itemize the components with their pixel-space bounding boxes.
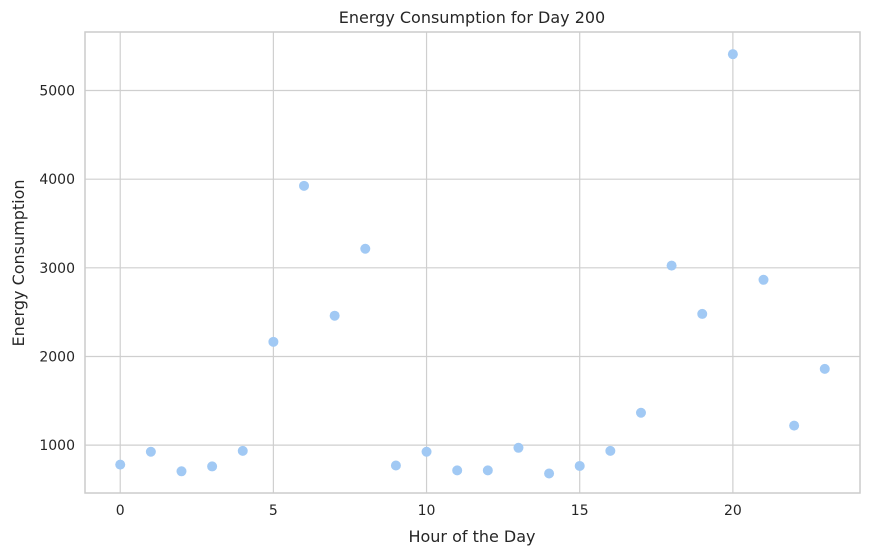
data-point [513,442,524,453]
x-tick-label: 15 [571,503,589,519]
data-point [390,460,401,471]
data-point [727,49,738,60]
x-axis-ticks: 0 5 10 15 20 [116,503,742,519]
x-tick-label: 10 [418,503,436,519]
y-tick-label: 5000 [39,84,75,100]
data-point [482,465,493,476]
data-point [237,445,248,456]
data-point [758,274,769,285]
plot-frame [84,31,861,494]
data-point [176,466,187,477]
x-tick-label: 5 [269,503,278,519]
y-tick-label: 1000 [39,438,75,454]
data-point [145,446,156,457]
data-point [666,260,677,271]
data-point [789,420,800,431]
chart-title: Energy Consumption for Day 200 [339,8,605,27]
data-point [697,308,708,319]
data-point [299,180,310,191]
y-tick-label: 3000 [39,261,75,277]
data-point [207,461,218,472]
data-points [115,49,830,479]
data-point [360,243,371,254]
data-point [115,459,126,470]
data-point [635,407,646,418]
x-tick-label: 20 [724,503,742,519]
y-tick-label: 4000 [39,172,75,188]
data-point [268,336,279,347]
data-point [605,445,616,456]
data-point [819,363,830,374]
grid-lines [85,32,860,493]
x-tick-label: 0 [116,503,125,519]
data-point [329,310,340,321]
data-point [452,465,463,476]
x-axis-label: Hour of the Day [408,527,535,546]
y-axis-ticks: 1000 2000 3000 4000 5000 [39,84,75,455]
y-axis-label: Energy Consumption [9,179,28,346]
data-point [574,460,585,471]
y-tick-label: 2000 [39,349,75,365]
data-point [544,468,555,479]
data-point [421,446,432,457]
